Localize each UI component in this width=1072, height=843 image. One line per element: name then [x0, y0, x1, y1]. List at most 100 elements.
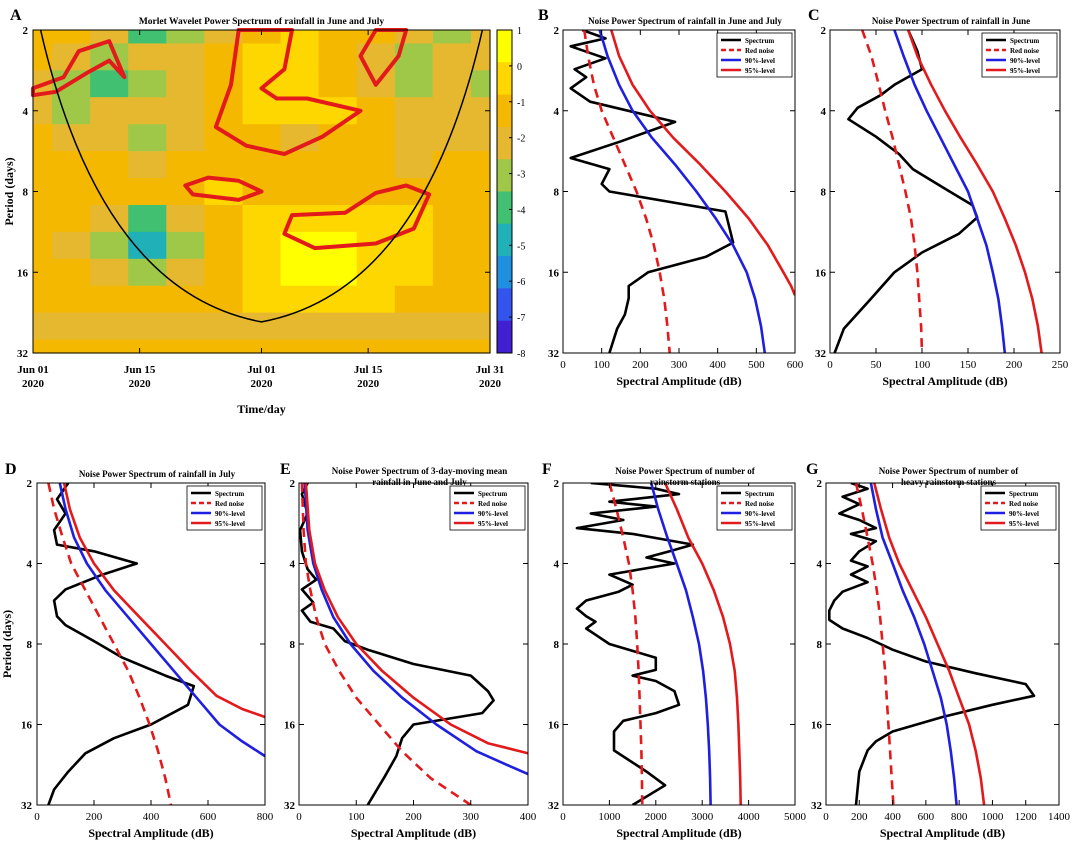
x-axis-label: Spectral Amplitude (dB): [882, 374, 1007, 388]
heatmap-cell: [394, 151, 434, 179]
heatmap-cell: [90, 231, 129, 260]
x-tick-label: 300: [463, 811, 480, 823]
legend-label: Red noise: [745, 500, 774, 508]
legend-label: 90%-level: [745, 57, 775, 65]
series-red-noise: [583, 30, 671, 353]
significance-contour: [31, 39, 127, 98]
heatmap-cell: [166, 70, 205, 98]
legend-label: Red noise: [215, 500, 244, 508]
heatmap-cell: [432, 258, 472, 287]
colorbar-swatch: [497, 126, 512, 160]
y-tick-label: 4: [23, 106, 29, 118]
legend-label: 95%-level: [1009, 520, 1039, 528]
chart-title-line: Noise Power Spectrum of rainfall in July: [79, 469, 236, 479]
colorbar-frame: [496, 29, 513, 354]
x-tick-label: 0: [827, 359, 833, 371]
legend-label: 90%-level: [215, 510, 245, 518]
y-tick-label: 32: [548, 348, 560, 360]
heatmap-cell: [204, 231, 244, 260]
panel-label: F: [542, 461, 552, 478]
heatmap-cell: [432, 151, 472, 179]
y-tick-label: 2: [821, 25, 827, 37]
colorbar-swatch: [497, 62, 512, 96]
chart-title: Morlet Wavelet Power Spectrum of rainfal…: [139, 17, 385, 27]
heatmap-cell: [33, 204, 53, 233]
heatmap-cell: [432, 97, 472, 125]
panel-F: 2 4 8 16 320 1000 2000 3000 4000 5000 Noise Power …: [542, 461, 807, 840]
y-tick-label: 4: [290, 559, 296, 571]
heatmap-cell: [166, 151, 205, 179]
legend-label: Spectrum: [745, 490, 774, 498]
heatmap-cell: [166, 30, 205, 45]
heatmap-cell: [432, 124, 472, 152]
heatmap-cell: [318, 43, 358, 71]
legend-label: Red noise: [1010, 47, 1039, 55]
panel-A: 2 4 8 16 32 Jun 01 2020 Jun 15 2020 Jul 01 2020 Jul…: [2, 7, 525, 416]
heatmap-cell: [318, 312, 358, 341]
panel-G: 2 4 8 16 320 200 400 600 800 1000 1200 1400 Noise Po…: [806, 461, 1071, 840]
heatmap-cell: [242, 204, 282, 233]
heatmap-cell: [470, 312, 491, 341]
heatmap-cell: [356, 151, 396, 179]
heatmap-cell: [242, 151, 282, 179]
series-spectrum: [575, 483, 695, 805]
heatmap-cell: [432, 312, 472, 341]
heatmap-cell: [128, 43, 167, 71]
heatmap-cell: [204, 258, 244, 287]
heatmap-cell: [204, 339, 244, 354]
heatmap-cell: [280, 70, 320, 98]
heatmap-cell: [128, 30, 167, 45]
colorbar-swatch: [497, 288, 512, 322]
y-tick-label: 2: [27, 478, 33, 490]
legend-label: 90%-level: [478, 510, 508, 518]
x-tick-label: Jul 01: [247, 364, 275, 376]
significance-contour: [213, 28, 363, 156]
legend-label: 90%-level: [1010, 57, 1040, 65]
x-axis-label: Time/day: [237, 402, 285, 416]
series-group: [828, 483, 1036, 805]
heatmap-cell: [280, 312, 320, 341]
y-tick-label: 16: [17, 267, 29, 279]
x-axis-label: Spectral Amplitude (dB): [616, 374, 741, 388]
plot-area: [299, 483, 528, 805]
series-90-level: [598, 30, 767, 353]
legend-label: 90%-level: [1009, 510, 1039, 518]
heatmap-cell: [394, 285, 434, 314]
x-tick-label: 2020: [251, 378, 274, 390]
x-tick-label: 800: [257, 811, 274, 823]
y-tick-label: 8: [821, 187, 827, 199]
series-red-noise: [47, 483, 173, 805]
panel-D: 2 4 8 16 320 200 400 600 800 Noise Power Spectrum…: [5, 461, 274, 840]
y-tick-label: 8: [290, 639, 296, 651]
series-95-level: [873, 483, 986, 805]
legend-label: Spectrum: [745, 37, 774, 45]
x-tick-label: 200: [86, 811, 103, 823]
heatmap-cell: [52, 312, 91, 341]
series-group: [575, 483, 742, 805]
series-95-level: [610, 30, 795, 296]
x-axis-label: Spectral Amplitude (dB): [351, 826, 476, 840]
y-tick-label: 32: [21, 800, 33, 812]
x-tick-label: 3000: [691, 811, 714, 823]
heatmap-cell: [470, 178, 491, 206]
heatmap-cell: [204, 30, 244, 45]
chart-title-line: rainstorm stations: [650, 477, 721, 487]
heatmap-cell: [242, 339, 282, 354]
y-tick-label: 4: [821, 106, 827, 118]
heatmap-cell: [394, 231, 434, 260]
heatmap-cell: [33, 258, 53, 287]
heatmap-cell: [52, 30, 91, 45]
heatmap-cell: [204, 312, 244, 341]
x-tick-label: 0: [560, 359, 566, 371]
x-tick-label: 600: [787, 359, 804, 371]
legend-label: 95%-level: [745, 67, 775, 75]
heatmap-cell: [394, 97, 434, 125]
x-tick-label: 1000: [598, 811, 621, 823]
heatmap-cell: [166, 231, 205, 260]
x-tick-label: Jun 01: [17, 364, 49, 376]
x-tick-label: 0: [823, 811, 829, 823]
x-tick-label: 250: [1052, 359, 1069, 371]
panel-E: 2 4 8 16 320 100 200 300 400 Noise Power Spectrum…: [280, 461, 537, 840]
panel-label: D: [5, 461, 17, 478]
